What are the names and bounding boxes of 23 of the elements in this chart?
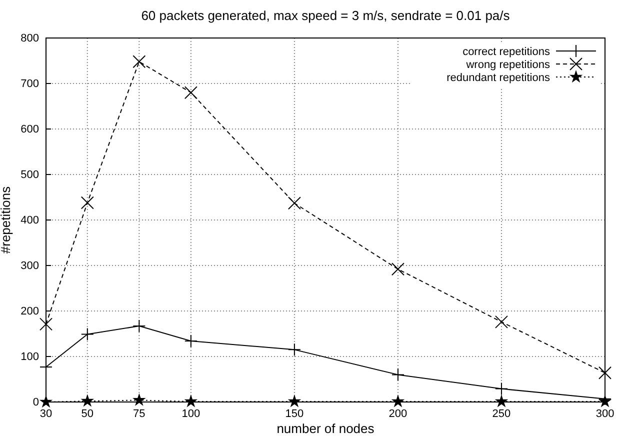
legend-label: correct repetitions [462, 46, 550, 58]
x-tick-label: 250 [492, 408, 511, 420]
y-tick-label: 200 [20, 306, 39, 318]
x-tick-label: 50 [81, 408, 94, 420]
x-tick-label: 200 [388, 408, 408, 420]
y-tick-label: 800 [20, 32, 39, 45]
y-tick-label: 500 [20, 169, 39, 182]
x-tick-label: 75 [133, 408, 146, 420]
y-axis-title: #repetitions [0, 186, 13, 254]
y-tick-label: 0 [32, 396, 39, 409]
legend-label: wrong repetitions [465, 59, 550, 71]
y-tick-label: 100 [20, 351, 39, 364]
y-tick-label: 300 [20, 260, 39, 272]
y-tick-label: 400 [20, 214, 39, 227]
x-tick-label: 30 [40, 408, 52, 420]
chart-title: 60 packets generated, max speed = 3 m/s, sendrate = 0.01 pa/s [141, 8, 510, 23]
x-tick-label: 150 [285, 408, 304, 420]
y-tick-label: 600 [20, 124, 39, 136]
x-axis-title: number of nodes [276, 421, 375, 436]
legend-label: redundant repetitions [446, 72, 550, 84]
x-tick-label: 100 [182, 408, 200, 420]
x-tick-label: 300 [596, 408, 614, 420]
y-tick-label: 700 [20, 78, 39, 90]
